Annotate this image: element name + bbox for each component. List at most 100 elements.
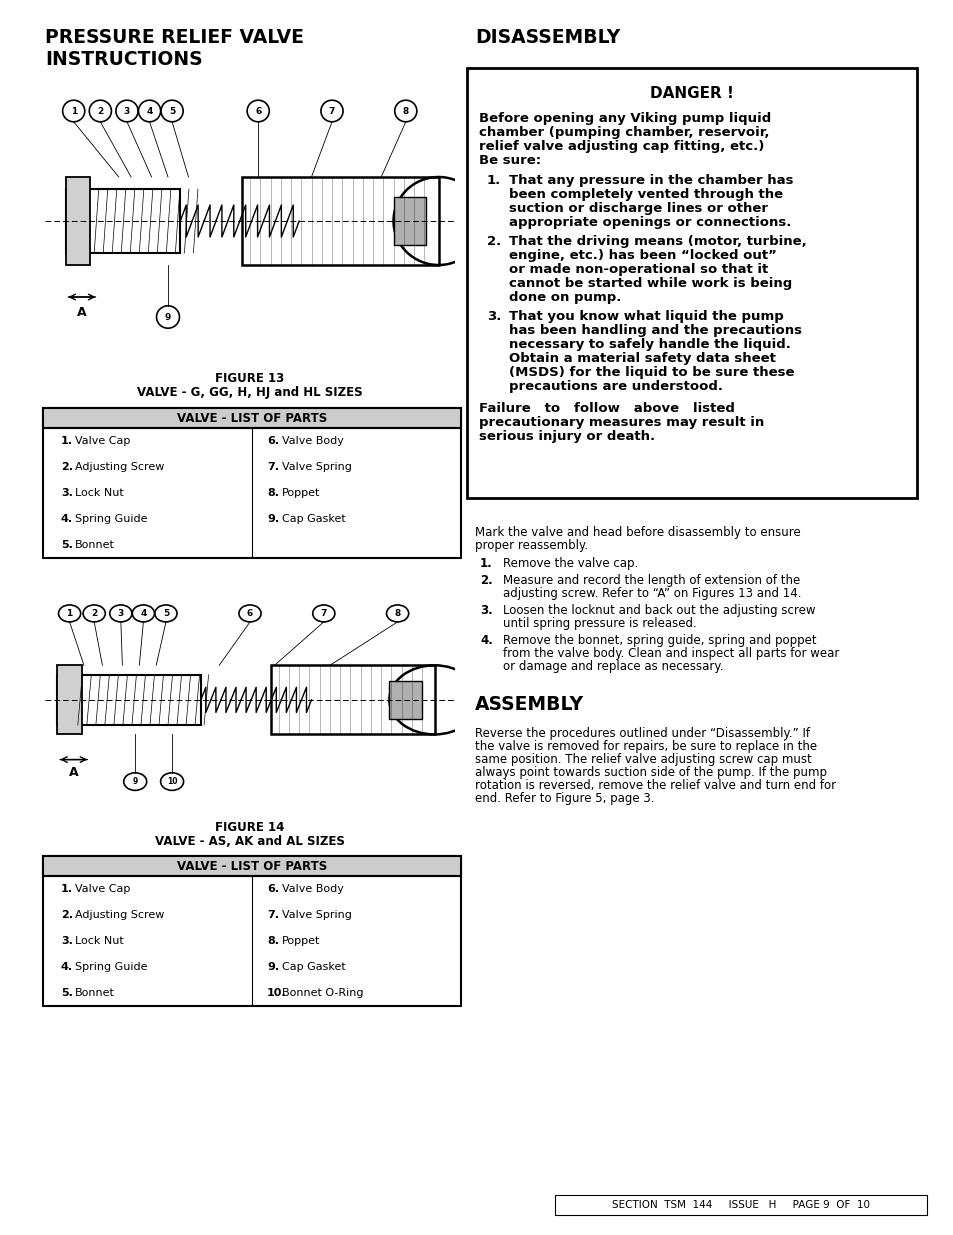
Text: 6: 6 — [247, 609, 253, 618]
Text: cannot be started while work is being: cannot be started while work is being — [509, 277, 791, 290]
Text: precautions are understood.: precautions are understood. — [509, 380, 722, 393]
Text: 4.: 4. — [61, 514, 73, 524]
Text: Failure   to   follow   above   listed: Failure to follow above listed — [478, 403, 734, 415]
Text: necessary to safely handle the liquid.: necessary to safely handle the liquid. — [509, 338, 790, 351]
Text: has been handling and the precautions: has been handling and the precautions — [509, 324, 801, 337]
Text: rotation is reversed, remove the relief valve and turn end for: rotation is reversed, remove the relief … — [475, 779, 835, 792]
Text: 7: 7 — [320, 609, 327, 618]
Text: 6: 6 — [254, 106, 261, 116]
Text: Adjusting Screw: Adjusting Screw — [75, 910, 164, 920]
Text: adjusting screw. Refer to “A” on Figures 13 and 14.: adjusting screw. Refer to “A” on Figures… — [502, 587, 801, 600]
Text: That the driving means (motor, turbine,: That the driving means (motor, turbine, — [509, 235, 806, 248]
Text: always point towards suction side of the pump. If the pump: always point towards suction side of the… — [475, 766, 826, 779]
Text: proper reassembly.: proper reassembly. — [475, 538, 587, 552]
Text: (MSDS) for the liquid to be sure these: (MSDS) for the liquid to be sure these — [509, 366, 794, 379]
Bar — [57, 666, 82, 735]
Text: 4.: 4. — [61, 962, 73, 972]
Bar — [241, 177, 438, 266]
Text: 2.: 2. — [486, 235, 500, 248]
Text: 10: 10 — [167, 777, 177, 785]
Text: until spring pressure is released.: until spring pressure is released. — [502, 618, 696, 630]
Text: Lock Nut: Lock Nut — [75, 488, 124, 498]
Bar — [393, 198, 426, 245]
Text: 1.: 1. — [479, 557, 493, 571]
Text: relief valve adjusting cap fitting, etc.): relief valve adjusting cap fitting, etc.… — [478, 140, 763, 153]
Text: 5: 5 — [169, 106, 175, 116]
Text: ASSEMBLY: ASSEMBLY — [475, 695, 583, 714]
Text: precautionary measures may result in: precautionary measures may result in — [478, 416, 763, 429]
Text: A: A — [77, 306, 87, 320]
Text: 1: 1 — [71, 106, 77, 116]
Text: That any pressure in the chamber has: That any pressure in the chamber has — [509, 174, 793, 186]
Text: Poppet: Poppet — [282, 936, 320, 946]
Text: 7: 7 — [329, 106, 335, 116]
Text: SECTION  TSM  144     ISSUE   H     PAGE 9  OF  10: SECTION TSM 144 ISSUE H PAGE 9 OF 10 — [612, 1200, 869, 1210]
Text: Spring Guide: Spring Guide — [75, 514, 148, 524]
Text: Valve Body: Valve Body — [282, 436, 343, 446]
Text: VALVE - LIST OF PARTS: VALVE - LIST OF PARTS — [176, 860, 327, 872]
Text: 4: 4 — [140, 609, 147, 618]
Text: Valve Spring: Valve Spring — [282, 462, 352, 472]
Text: Obtain a material safety data sheet: Obtain a material safety data sheet — [509, 352, 775, 366]
Bar — [271, 666, 434, 735]
Text: 7.: 7. — [267, 462, 278, 472]
Text: FIGURE 14: FIGURE 14 — [215, 821, 284, 834]
Text: Valve Body: Valve Body — [282, 884, 343, 894]
Text: VALVE - G, GG, H, HJ and HL SIZES: VALVE - G, GG, H, HJ and HL SIZES — [137, 387, 362, 399]
Text: chamber (pumping chamber, reservoir,: chamber (pumping chamber, reservoir, — [478, 126, 769, 140]
Text: 2.: 2. — [479, 574, 493, 587]
Text: A: A — [69, 766, 78, 778]
Text: Bonnet: Bonnet — [75, 540, 114, 550]
Text: 9: 9 — [132, 777, 137, 785]
Bar — [66, 189, 180, 253]
Text: suction or discharge lines or other: suction or discharge lines or other — [509, 203, 767, 215]
Text: Measure and record the length of extension of the: Measure and record the length of extensi… — [502, 574, 800, 587]
Text: 3: 3 — [124, 106, 130, 116]
Text: Valve Cap: Valve Cap — [75, 436, 131, 446]
Text: Lock Nut: Lock Nut — [75, 936, 124, 946]
Text: 3.: 3. — [61, 936, 72, 946]
Text: or damage and replace as necessary.: or damage and replace as necessary. — [502, 659, 722, 673]
Text: Loosen the locknut and back out the adjusting screw: Loosen the locknut and back out the adju… — [502, 604, 815, 618]
Text: or made non-operational so that it: or made non-operational so that it — [509, 263, 767, 275]
Text: 8: 8 — [394, 609, 400, 618]
FancyBboxPatch shape — [43, 856, 460, 876]
Text: FIGURE 13: FIGURE 13 — [215, 372, 284, 385]
Text: 4.: 4. — [479, 634, 493, 647]
Text: 8: 8 — [402, 106, 409, 116]
Text: end. Refer to Figure 5, page 3.: end. Refer to Figure 5, page 3. — [475, 792, 654, 805]
Text: been completely vented through the: been completely vented through the — [509, 188, 782, 201]
Text: 2: 2 — [91, 609, 97, 618]
Text: 5.: 5. — [61, 988, 72, 998]
Text: engine, etc.) has been “locked out”: engine, etc.) has been “locked out” — [509, 249, 776, 262]
Text: Before opening any Viking pump liquid: Before opening any Viking pump liquid — [478, 112, 770, 125]
Text: 1.: 1. — [61, 884, 73, 894]
Text: VALVE - AS, AK and AL SIZES: VALVE - AS, AK and AL SIZES — [155, 835, 345, 848]
Text: VALVE - LIST OF PARTS: VALVE - LIST OF PARTS — [176, 411, 327, 425]
Text: 2: 2 — [97, 106, 103, 116]
Text: 5.: 5. — [61, 540, 72, 550]
Text: 7.: 7. — [267, 910, 278, 920]
Text: Bonnet O-Ring: Bonnet O-Ring — [282, 988, 363, 998]
Text: That you know what liquid the pump: That you know what liquid the pump — [509, 310, 783, 324]
Text: done on pump.: done on pump. — [509, 291, 620, 304]
Text: the valve is removed for repairs, be sure to replace in the: the valve is removed for repairs, be sur… — [475, 740, 817, 753]
Text: Cap Gasket: Cap Gasket — [282, 514, 345, 524]
Text: 1: 1 — [67, 609, 72, 618]
Text: 2.: 2. — [61, 910, 73, 920]
Bar — [66, 177, 90, 266]
Text: 1.: 1. — [61, 436, 73, 446]
Text: INSTRUCTIONS: INSTRUCTIONS — [45, 49, 202, 69]
Text: Remove the valve cap.: Remove the valve cap. — [502, 557, 638, 571]
Text: 3.: 3. — [486, 310, 501, 324]
Text: Bonnet: Bonnet — [75, 988, 114, 998]
Bar — [57, 674, 200, 725]
Text: 9.: 9. — [267, 962, 279, 972]
Text: 2.: 2. — [61, 462, 73, 472]
Text: appropriate openings or connections.: appropriate openings or connections. — [509, 216, 791, 228]
Text: Adjusting Screw: Adjusting Screw — [75, 462, 164, 472]
Text: 8.: 8. — [267, 936, 278, 946]
Text: 5: 5 — [163, 609, 169, 618]
Text: PRESSURE RELIEF VALVE: PRESSURE RELIEF VALVE — [45, 28, 304, 47]
Text: same position. The relief valve adjusting screw cap must: same position. The relief valve adjustin… — [475, 753, 811, 766]
